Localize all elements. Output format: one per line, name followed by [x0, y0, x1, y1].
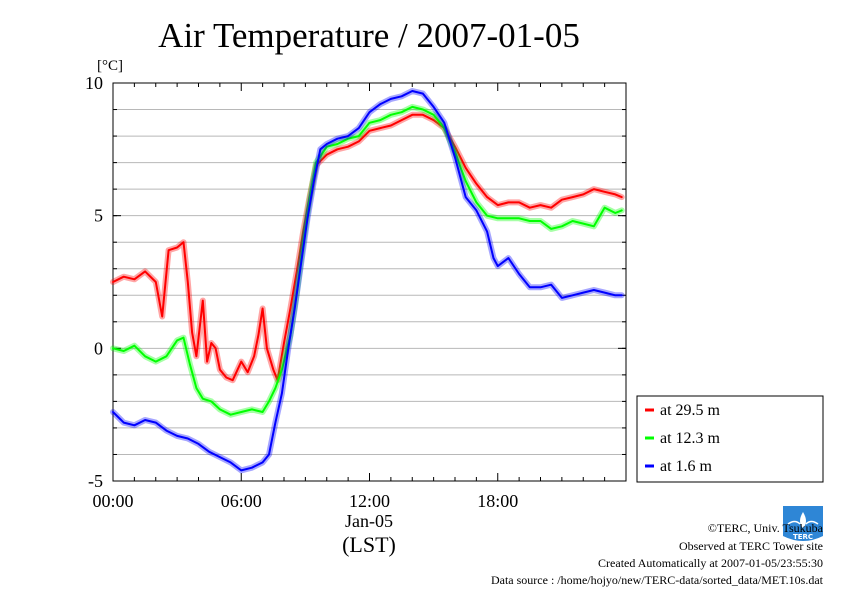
terc-logo-text: TERC — [793, 533, 813, 541]
x-tick-label: 18:00 — [477, 491, 518, 511]
x-axis-date-label: Jan-05 — [345, 511, 393, 531]
series-lines — [110, 88, 625, 474]
wave-left-icon — [787, 520, 801, 525]
terc-logo: TERC — [783, 506, 823, 541]
legend-label-1: at 12.3 m — [660, 430, 721, 447]
y-tick-label: 0 — [94, 338, 103, 358]
legend-box — [636, 395, 824, 483]
x-tick-label: 00:00 — [92, 491, 133, 511]
series-line-2 — [112, 90, 623, 472]
chart-title: Air Temperature / 2007-01-05 — [158, 16, 580, 55]
series-line-1 — [112, 105, 623, 416]
water-drop-icon — [800, 512, 806, 528]
y-axis-unit-label: [°C] — [97, 58, 123, 74]
footer-source: Data source : /home/hojyo/new/TERC-data/… — [491, 573, 824, 587]
y-tick-label: -5 — [88, 471, 103, 491]
axis-ticks: -5 0 5 10 00:00 06:00 12:00 18:00 — [85, 73, 626, 511]
legend-label-2: at 1.6 m — [660, 458, 713, 475]
x-axis-title: (LST) — [342, 532, 396, 557]
series-halo-0 — [110, 111, 625, 384]
grid-lines — [113, 109, 626, 455]
y-tick-label: 10 — [85, 73, 103, 93]
footer-created: Created Automatically at 2007-01-05/23:5… — [598, 556, 823, 570]
x-tick-label: 06:00 — [221, 491, 262, 511]
wave-right-icon — [805, 520, 819, 525]
footer-copyright: ©TERC, Univ. Tsukuba — [708, 521, 824, 535]
footer-observed: Observed at TERC Tower site — [679, 539, 823, 553]
legend: at 29.5 m at 12.3 m at 1.6 m — [636, 395, 824, 483]
series-halo-1 — [110, 103, 625, 418]
y-tick-label: 5 — [94, 206, 103, 226]
x-tick-label: 12:00 — [349, 491, 390, 511]
legend-label-0: at 29.5 m — [660, 402, 721, 419]
series-line-0 — [112, 113, 623, 382]
